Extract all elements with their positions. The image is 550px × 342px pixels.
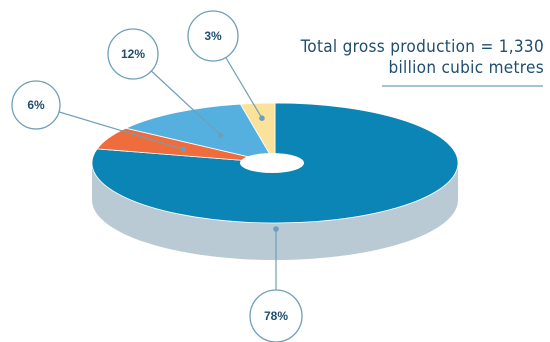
slice-label-3: 3% — [204, 29, 222, 43]
callout-circle-1 — [11, 80, 61, 130]
callout-circle-0 — [249, 289, 303, 342]
pie-side-band — [92, 163, 458, 260]
pie-side-wall — [92, 163, 458, 260]
slice-label-0: 78% — [264, 309, 288, 323]
callout-dot-3 — [259, 115, 265, 122]
callout-dot-0 — [273, 226, 279, 232]
pie-slice-0 — [91, 102, 459, 224]
chart-title-line-2: billion cubic metres — [388, 58, 544, 78]
pie-slice-3 — [239, 102, 276, 165]
callout-circle-3 — [187, 10, 239, 62]
callout-leader-1 — [35, 104, 184, 150]
callout-circle-2 — [107, 28, 159, 80]
slice-label-1: 6% — [27, 98, 45, 112]
slice-callouts: 78% 6% 12% 3% — [11, 10, 303, 342]
pie-slice-2 — [124, 103, 276, 164]
pie-center-hole — [240, 153, 304, 173]
slice-label-2: 12% — [121, 47, 145, 61]
callout-dot-1 — [180, 146, 187, 153]
callout-dot-2 — [217, 132, 224, 139]
chart-title-line-1: Total gross production = 1,330 — [300, 37, 544, 57]
